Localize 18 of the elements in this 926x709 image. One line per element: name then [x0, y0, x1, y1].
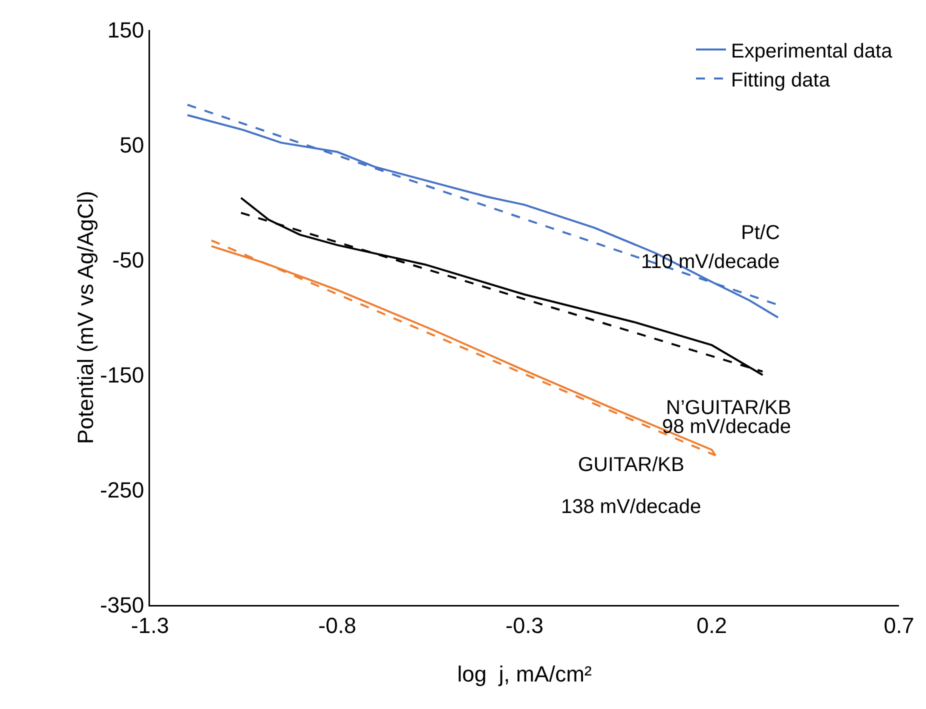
annotation: Pt/C: [741, 222, 780, 244]
legend-label: Experimental data: [731, 40, 894, 62]
y-tick-label: -50: [112, 248, 144, 273]
annotation: 138 mV/decade: [561, 496, 702, 518]
y-tick-label: 150: [107, 18, 144, 43]
y-tick-label: -250: [100, 478, 144, 503]
y-tick-label: -150: [100, 362, 144, 388]
x-tick-label: -0.8: [318, 612, 356, 638]
y-axis-title: Potential (mV vs Ag/AgCl): [73, 190, 98, 444]
y-tick-label: 50: [120, 132, 144, 158]
legend-label: Fitting data: [731, 69, 831, 92]
x-tick-label: 0.2: [696, 612, 728, 638]
x-axis-title: log j, mA/cm²: [457, 662, 592, 686]
annotation: 98 mV/decade: [662, 416, 791, 438]
annotation: GUITAR/KB: [578, 454, 684, 476]
x-tick-label: 0.7: [884, 612, 914, 638]
annotation: N’GUITAR/KB: [666, 397, 792, 419]
x-tick-label: -0.3: [506, 612, 544, 638]
